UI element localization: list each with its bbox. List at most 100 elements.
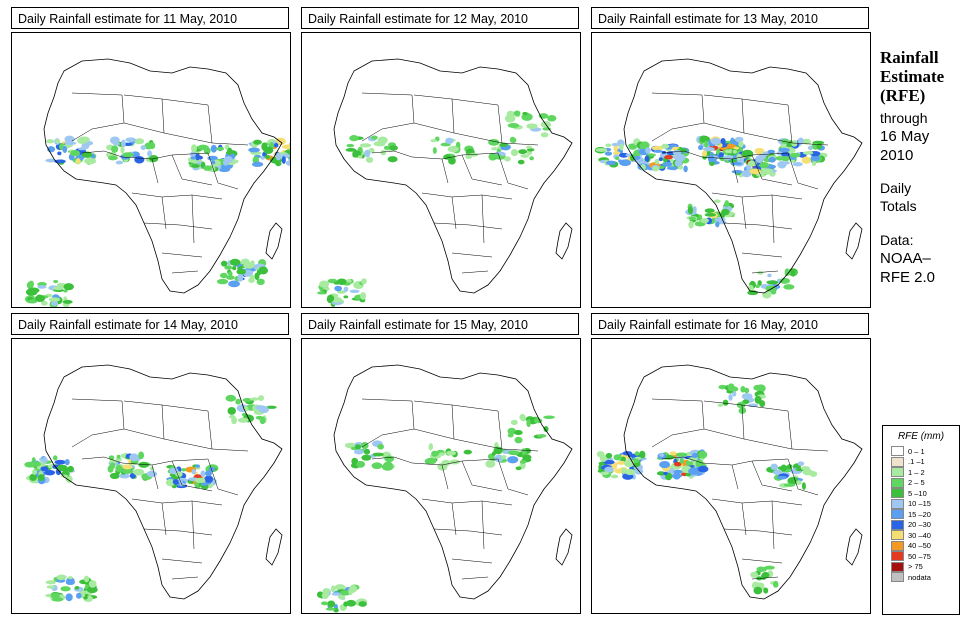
- data-line: NOAA–: [880, 250, 931, 267]
- heading-line: Rainfall: [880, 48, 939, 67]
- rain-cell: [50, 592, 60, 599]
- rain-cell: [83, 575, 90, 583]
- country-border: [711, 192, 803, 200]
- country-border: [411, 152, 499, 160]
- rain-cell: [53, 455, 58, 461]
- country-border: [451, 252, 493, 258]
- legend-label: 2 – 5: [908, 478, 925, 488]
- rain-cell: [258, 405, 270, 414]
- rain-cell: [739, 156, 744, 164]
- legend-swatch: [891, 509, 904, 520]
- rain-cell: [125, 137, 137, 143]
- rain-cell: [615, 156, 620, 161]
- rain-cell: [275, 152, 282, 161]
- rain-cell: [658, 157, 663, 162]
- rain-cell: [812, 161, 817, 166]
- country-border: [207, 458, 239, 496]
- rain-cell: [64, 135, 75, 144]
- rain-cell: [654, 158, 660, 165]
- rain-cell: [518, 149, 528, 155]
- rain-cell: [441, 459, 451, 467]
- rain-cell: [543, 415, 555, 420]
- rain-cell: [211, 160, 216, 165]
- rain-cell: [740, 385, 746, 393]
- rain-cell: [331, 592, 342, 596]
- rain-cell: [796, 480, 802, 485]
- rain-cell: [56, 574, 67, 580]
- rain-cell: [722, 399, 729, 406]
- rain-cell: [42, 456, 48, 464]
- rain-cell: [713, 199, 721, 204]
- panel-title: Daily Rainfall estimate for 16 May, 2010: [591, 313, 869, 335]
- country-border: [433, 222, 503, 230]
- rain-cell: [734, 136, 744, 143]
- rain-cell: [221, 260, 228, 267]
- rain-cell: [218, 168, 230, 173]
- rain-cell: [326, 294, 335, 302]
- rain-cell: [507, 427, 517, 435]
- country-border: [701, 458, 789, 466]
- rain-cell: [224, 265, 233, 270]
- rain-cell: [249, 274, 255, 282]
- country-border: [161, 404, 209, 412]
- rain-cell: [731, 386, 739, 392]
- rain-cell: [674, 153, 686, 162]
- country-border: [207, 104, 213, 144]
- madagascar-outline: [265, 528, 283, 566]
- rain-cell: [624, 468, 636, 476]
- rain-cell: [491, 451, 496, 456]
- country-border: [661, 150, 703, 158]
- rain-cell: [432, 147, 437, 154]
- rain-cell: [191, 144, 198, 153]
- rain-cell: [389, 145, 398, 151]
- heading-line: Estimate: [880, 67, 945, 86]
- rain-cell: [801, 482, 806, 490]
- rain-cell: [227, 406, 236, 415]
- rain-cell: [364, 149, 371, 158]
- country-border: [451, 196, 457, 230]
- country-border: [651, 92, 705, 124]
- rain-cell: [613, 454, 622, 461]
- country-border: [787, 458, 819, 496]
- rain-cell: [251, 161, 264, 167]
- rain-cell: [776, 475, 788, 480]
- rain-cell: [237, 274, 244, 282]
- country-border: [361, 428, 415, 448]
- rain-cell: [203, 165, 213, 171]
- rain-cell: [507, 456, 519, 464]
- rain-cell: [633, 149, 641, 158]
- rain-cell: [738, 141, 744, 148]
- country-border: [751, 270, 779, 274]
- rain-cell: [121, 139, 126, 148]
- rain-cell: [349, 289, 360, 294]
- rain-cell: [674, 159, 683, 167]
- country-border: [751, 576, 779, 580]
- country-border: [703, 428, 793, 450]
- country-border: [371, 150, 413, 158]
- rain-cell: [697, 465, 709, 473]
- rain-cell: [686, 461, 693, 466]
- rain-cell: [652, 166, 660, 172]
- rain-cell: [147, 150, 153, 157]
- country-border: [151, 464, 159, 490]
- country-border: [151, 158, 159, 184]
- rain-cell: [685, 473, 692, 477]
- rain-cell: [345, 148, 357, 152]
- country-border: [161, 98, 209, 106]
- daily-line: Totals: [880, 198, 917, 214]
- rain-cell: [384, 455, 395, 463]
- panel-12-may: Daily Rainfall estimate for 12 May, 2010: [301, 7, 581, 308]
- rain-cell: [359, 143, 372, 148]
- rain-cell: [134, 138, 145, 145]
- rain-cell: [757, 280, 762, 287]
- rain-cell: [659, 453, 665, 458]
- country-border: [441, 464, 449, 490]
- country-border: [723, 222, 793, 230]
- rain-cell: [368, 147, 375, 154]
- country-border: [413, 428, 503, 450]
- rain-cell: [777, 466, 785, 470]
- rain-cell: [138, 451, 145, 460]
- country-border: [771, 500, 775, 550]
- legend-swatch: [891, 561, 904, 572]
- africa-coastline: [623, 58, 863, 294]
